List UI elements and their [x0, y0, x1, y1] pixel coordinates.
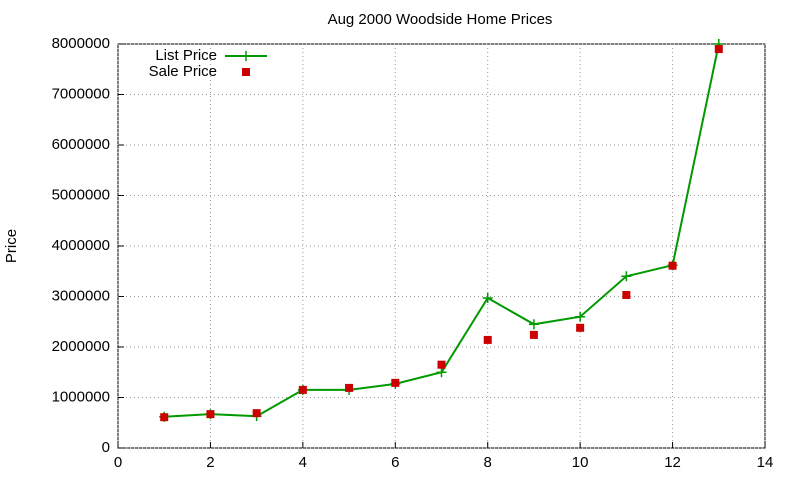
square-marker [622, 290, 631, 299]
y-tick-label: 0 [102, 439, 110, 456]
square-marker [252, 409, 261, 418]
square-marker [668, 261, 677, 270]
x-tick-label: 14 [757, 454, 774, 471]
plus-marker [482, 293, 493, 304]
y-tick-label: 1000000 [52, 388, 110, 405]
plot-frame [117, 43, 766, 449]
square-marker [529, 330, 538, 339]
chart-title: Aug 2000 Woodside Home Prices [328, 11, 553, 28]
square-marker [298, 385, 307, 394]
legend-label: Sale Price [149, 63, 217, 80]
x-tick-label: 0 [114, 454, 122, 471]
y-tick-label: 3000000 [52, 287, 110, 304]
legend-label: List Price [155, 47, 217, 64]
square-marker [391, 378, 400, 387]
x-tick-label: 8 [484, 454, 492, 471]
y-tick-label: 8000000 [52, 35, 110, 52]
plus-marker [436, 367, 447, 378]
square-marker [345, 383, 354, 392]
square-marker [160, 413, 169, 422]
x-tick-label: 2 [206, 454, 214, 471]
plus-marker [241, 51, 251, 61]
y-tick-label: 7000000 [52, 85, 110, 102]
y-tick-label: 6000000 [52, 136, 110, 153]
y-tick-label: 5000000 [52, 186, 110, 203]
square-marker [714, 45, 723, 54]
square-marker [206, 410, 215, 419]
y-tick-label: 4000000 [52, 237, 110, 254]
y-axis-label: Price [3, 229, 20, 263]
x-tick-label: 10 [572, 454, 589, 471]
square-marker [242, 68, 250, 76]
plus-marker [621, 271, 632, 282]
plus-marker [528, 319, 539, 330]
square-marker [576, 323, 585, 332]
square-marker [437, 360, 446, 369]
x-tick-label: 4 [299, 454, 307, 471]
plus-marker [575, 311, 586, 322]
square-marker [483, 335, 492, 344]
x-tick-label: 6 [391, 454, 399, 471]
x-tick-label: 12 [664, 454, 681, 471]
y-tick-label: 2000000 [52, 338, 110, 355]
